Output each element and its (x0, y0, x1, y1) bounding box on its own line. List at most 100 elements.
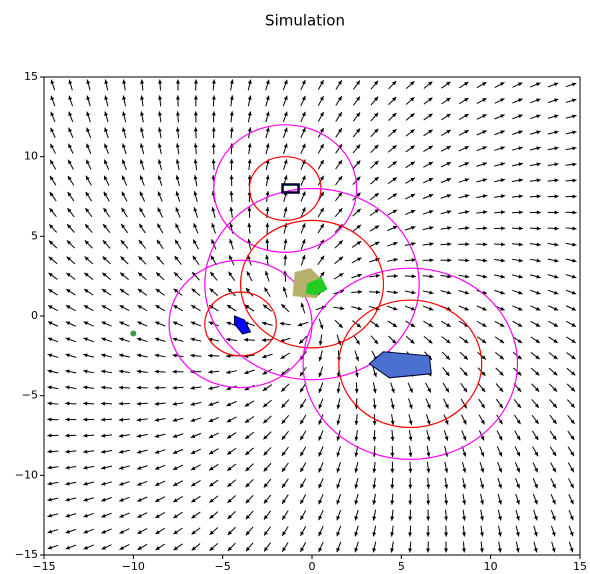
field-arrow-head (372, 500, 376, 504)
field-arrow-head (338, 160, 342, 164)
field-arrow-head (480, 516, 484, 520)
field-arrow-head (119, 386, 123, 390)
field-arrow-head (174, 546, 178, 550)
x-tick-label: 5 (398, 560, 405, 573)
field-arrow-head (354, 484, 358, 488)
field-arrow-head (462, 484, 466, 488)
field-arrow-head (68, 96, 72, 100)
field-arrow-head (446, 82, 450, 86)
field-arrow-head (194, 143, 198, 147)
field-arrow-head (571, 355, 575, 359)
field-arrow-head (483, 242, 487, 246)
field-arrow-head (265, 223, 269, 227)
field-arrow-head (248, 80, 252, 84)
field-arrow-head (248, 127, 252, 131)
field-arrow-head (137, 354, 141, 358)
field-arrow-head (173, 402, 177, 406)
field-arrow-head (65, 369, 69, 373)
field-arrow-head (194, 95, 198, 99)
field-arrow-head (47, 450, 51, 454)
field-arrow-head (516, 548, 520, 552)
field-arrow-head (211, 207, 215, 211)
y-tick-label: −15 (15, 548, 38, 561)
field-arrow-head (65, 450, 69, 454)
field-arrow-head (534, 516, 538, 520)
field-arrow-head (266, 143, 270, 147)
field-arrow-head (501, 275, 505, 279)
field-arrow-head (572, 131, 576, 135)
field-arrow-head (119, 354, 123, 358)
field-arrow-head (465, 258, 469, 262)
y-tick-label: 15 (24, 70, 38, 83)
field-arrow-head (48, 514, 52, 518)
field-arrow-head (390, 501, 394, 505)
field-arrow-head (447, 194, 451, 198)
field-arrow-head (373, 373, 377, 377)
field-arrow-head (262, 354, 266, 358)
field-arrow-head (83, 370, 87, 374)
field-arrow-head (284, 128, 288, 132)
field-arrow-head (444, 484, 448, 488)
field-arrow-head (155, 370, 159, 374)
field-arrow-head (48, 482, 52, 486)
field-arrow-head (173, 418, 177, 422)
field-arrow-head (462, 452, 466, 456)
field-arrow-head (121, 224, 125, 228)
field-arrow-head (391, 405, 395, 409)
field-arrow-head (86, 112, 90, 116)
x-tick-label: 10 (484, 560, 498, 573)
field-arrow-head (480, 500, 484, 504)
field-arrow-head (376, 274, 380, 278)
field-arrow-head (355, 357, 359, 361)
chart-title: Simulation (265, 12, 345, 30)
field-arrow-head (194, 111, 198, 115)
field-arrow-head (101, 386, 105, 390)
field-arrow-head (119, 402, 123, 406)
field-arrow-head (190, 354, 194, 358)
x-tick-label: 15 (573, 560, 587, 573)
field-arrow-head (119, 434, 123, 438)
field-arrow-head (65, 482, 69, 486)
field-arrow-head (518, 130, 522, 134)
field-arrow-head (465, 274, 469, 278)
agent-object (235, 316, 251, 334)
field-arrow-head (375, 209, 379, 213)
field-arrow-head (501, 210, 505, 214)
field-arrow-head (463, 388, 467, 392)
field-arrow-head (518, 291, 522, 295)
field-arrow-head (209, 483, 213, 487)
field-arrow-head (444, 533, 448, 537)
y-tick-label: −10 (15, 468, 38, 481)
field-arrow-head (372, 437, 376, 441)
field-arrow-head (244, 338, 248, 342)
field-arrow-head (483, 162, 487, 166)
field-arrow-head (516, 532, 520, 536)
field-arrow-head (176, 191, 180, 195)
field-arrow-head (483, 226, 487, 230)
field-arrow-head (47, 434, 51, 438)
field-arrow-head (65, 418, 69, 422)
field-arrow-head (173, 370, 177, 374)
x-tick-label: −10 (122, 560, 145, 573)
field-arrow-head (122, 80, 126, 84)
field-arrow-head (83, 514, 87, 518)
field-arrow-head (536, 259, 540, 263)
field-arrow-head (482, 339, 486, 343)
field-arrow-head (537, 194, 541, 198)
field-arrow-head (155, 386, 159, 390)
field-arrow-head (426, 533, 430, 537)
field-arrow-head (411, 242, 415, 246)
field-arrow-head (140, 127, 144, 131)
field-arrow-head (266, 175, 270, 179)
field-arrow-head (155, 354, 159, 358)
field-arrow-head (336, 500, 340, 504)
field-arrow-head (408, 485, 412, 489)
field-arrow-head (158, 95, 162, 99)
field-arrow-head (119, 482, 123, 486)
field-arrow-head (570, 436, 574, 440)
field-arrow-head (500, 146, 504, 150)
field-arrow-head (319, 373, 323, 377)
field-arrow-head (191, 338, 195, 342)
field-arrow-head (101, 450, 105, 454)
field-arrow-head (137, 434, 141, 438)
